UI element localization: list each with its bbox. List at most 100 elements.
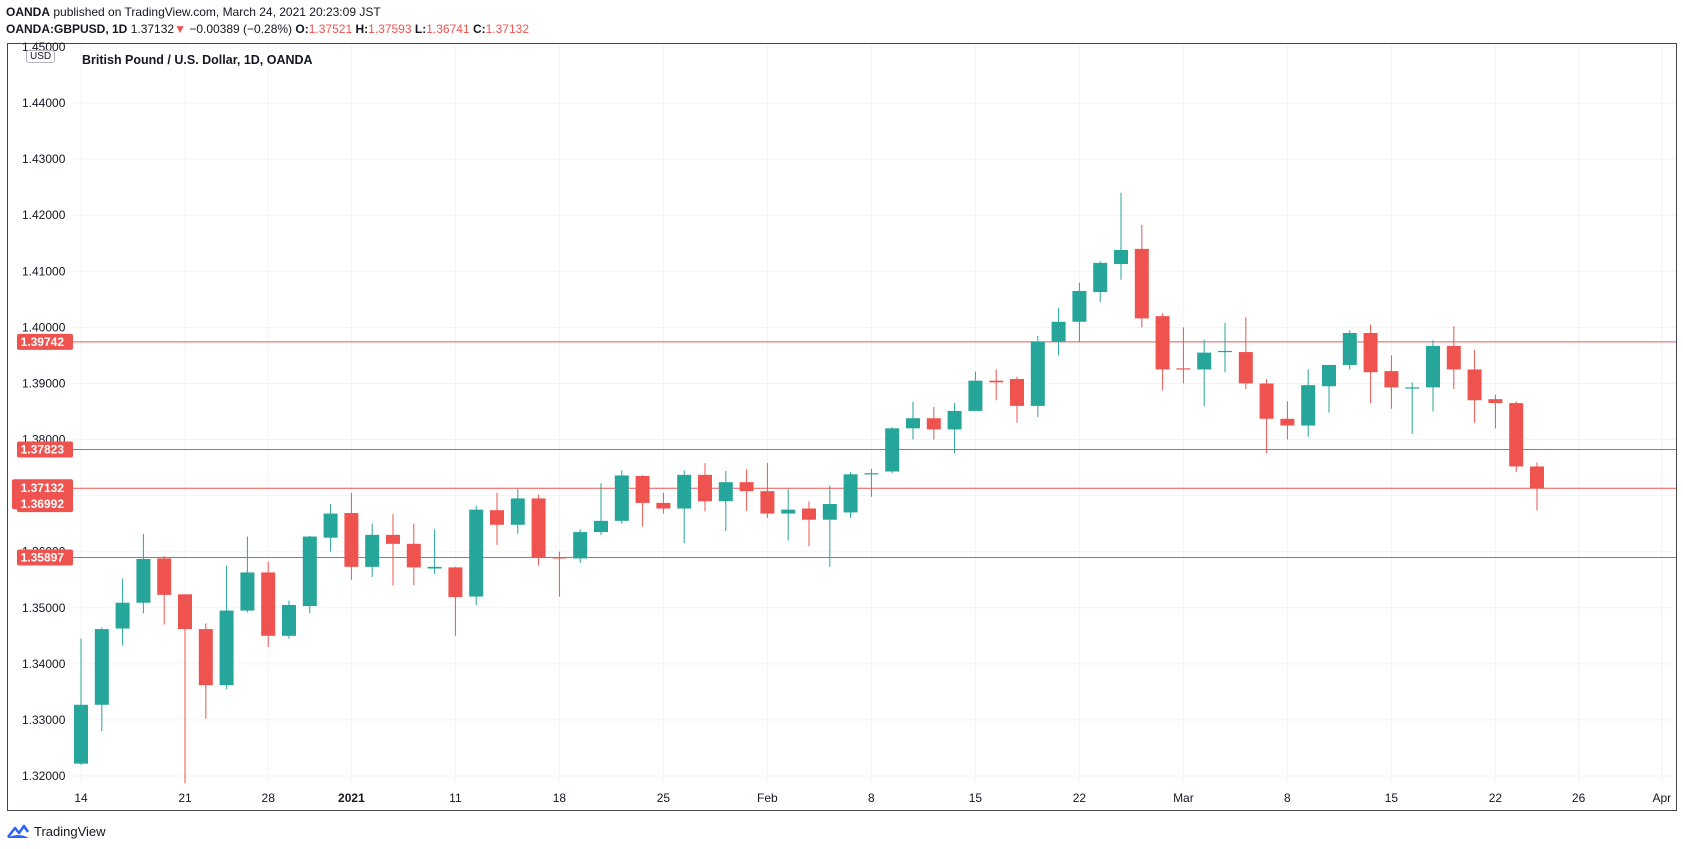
candle-up [906, 418, 920, 429]
symbol-info: OANDA:GBPUSD, 1D 1.37132▼ −0.00389 (−0.2… [6, 22, 529, 36]
candle-up [1030, 341, 1045, 406]
candle-down [926, 418, 941, 430]
candle-up [1197, 352, 1212, 370]
last-price-label: 1.37132 [21, 481, 65, 495]
candle-up [968, 380, 983, 411]
y-tick-label: 1.34000 [22, 657, 66, 671]
candle-down [157, 558, 172, 595]
high-label: H: [355, 22, 369, 36]
price-level-label: 1.39742 [21, 335, 65, 349]
x-tick-label: 26 [1572, 791, 1586, 805]
x-tick-label: Feb [757, 791, 778, 805]
y-tick-label: 1.39000 [22, 376, 66, 390]
candle-up [74, 704, 88, 764]
candle-up [469, 509, 484, 597]
candle-down [344, 512, 359, 567]
candle-up [1114, 249, 1128, 265]
candle-up [781, 509, 796, 514]
candle-down [552, 557, 567, 559]
price-level-label: 1.35897 [21, 550, 65, 564]
candle-down [1509, 403, 1524, 467]
candle-up [510, 498, 525, 525]
price-level-label-bg [17, 549, 73, 566]
last-price: 1.37132 [130, 22, 175, 36]
y-tick-label: 1.44000 [22, 96, 66, 110]
candle-up [1342, 332, 1357, 365]
y-tick-label: 1.32000 [22, 769, 66, 783]
price-level-label-bg [17, 333, 73, 350]
candle-down [1280, 418, 1295, 426]
publish-info: OANDA published on TradingView.com, Marc… [6, 5, 381, 19]
x-tick-label: 28 [262, 791, 276, 805]
candle-down [386, 534, 400, 544]
candle-up [323, 513, 338, 538]
candle-down [1467, 369, 1482, 401]
candle-up [677, 474, 692, 509]
candle-up [1218, 350, 1232, 353]
candle-down [1530, 466, 1544, 489]
candle-up [302, 536, 317, 607]
x-tick-label: 11 [449, 791, 462, 805]
currency-badge: USD [26, 50, 56, 63]
candle-up [1301, 385, 1316, 426]
x-tick-label: 22 [1073, 791, 1087, 805]
x-tick-label: 22 [1489, 791, 1503, 805]
x-tick-label: 18 [553, 791, 567, 805]
x-tick-label: 15 [1385, 791, 1399, 805]
candle-up [219, 610, 234, 686]
candle-down [1259, 383, 1274, 419]
chart-title: British Pound / U.S. Dollar, 1D, OANDA [82, 53, 313, 67]
candle-down [490, 510, 504, 525]
high-value: 1.37593 [368, 22, 412, 36]
candle-up [282, 604, 296, 636]
y-tick-label: 1.40000 [22, 320, 66, 334]
candle-down [1488, 399, 1503, 404]
candle-down [1155, 316, 1170, 370]
candle-down [1238, 352, 1253, 384]
price-level-label-bg [17, 441, 73, 458]
x-tick-label: 21 [178, 791, 192, 805]
candle-up [365, 534, 380, 567]
candle-up [240, 572, 255, 611]
candle-down [760, 491, 775, 514]
candle-down [635, 475, 650, 503]
candle-down [1363, 332, 1378, 373]
candle-up [614, 475, 629, 521]
candle-down [698, 474, 712, 502]
candle-down [656, 502, 671, 509]
candle-down [531, 498, 546, 558]
close-label: C: [472, 22, 486, 36]
candle-up [718, 482, 733, 502]
price-level-label-bg [17, 496, 73, 513]
low-value: 1.36741 [426, 22, 470, 36]
candle-up [822, 504, 837, 520]
candle-up [864, 473, 879, 475]
low-label: L: [414, 22, 427, 36]
y-tick-label: 1.33000 [22, 713, 66, 727]
candle-down [989, 380, 1004, 383]
published-text: published on TradingView.com, March 24, … [53, 5, 381, 19]
price-level-label: 1.36992 [21, 497, 65, 511]
candle-down [406, 543, 421, 568]
candle-up [885, 428, 900, 472]
candle-up [1093, 262, 1108, 293]
tradingview-logo[interactable]: TradingView [6, 823, 106, 839]
y-tick-label: 1.43000 [22, 152, 66, 166]
open-label: O: [295, 22, 309, 36]
x-tick-label: 8 [1284, 791, 1291, 805]
candle-up [594, 520, 608, 533]
x-tick-label: 14 [74, 791, 88, 805]
y-tick-label: 1.35000 [22, 601, 66, 615]
candle-down [198, 629, 213, 686]
candle-up [947, 410, 962, 430]
candle-down [802, 508, 816, 520]
candle-down [448, 567, 463, 598]
candle-down [1446, 345, 1461, 370]
candle-up [573, 532, 588, 559]
x-tick-label: 2021 [338, 791, 365, 805]
x-tick-label: 25 [657, 791, 671, 805]
open-value: 1.37521 [308, 22, 353, 36]
publisher-name: OANDA [6, 5, 50, 19]
x-tick-label: 15 [969, 791, 983, 805]
